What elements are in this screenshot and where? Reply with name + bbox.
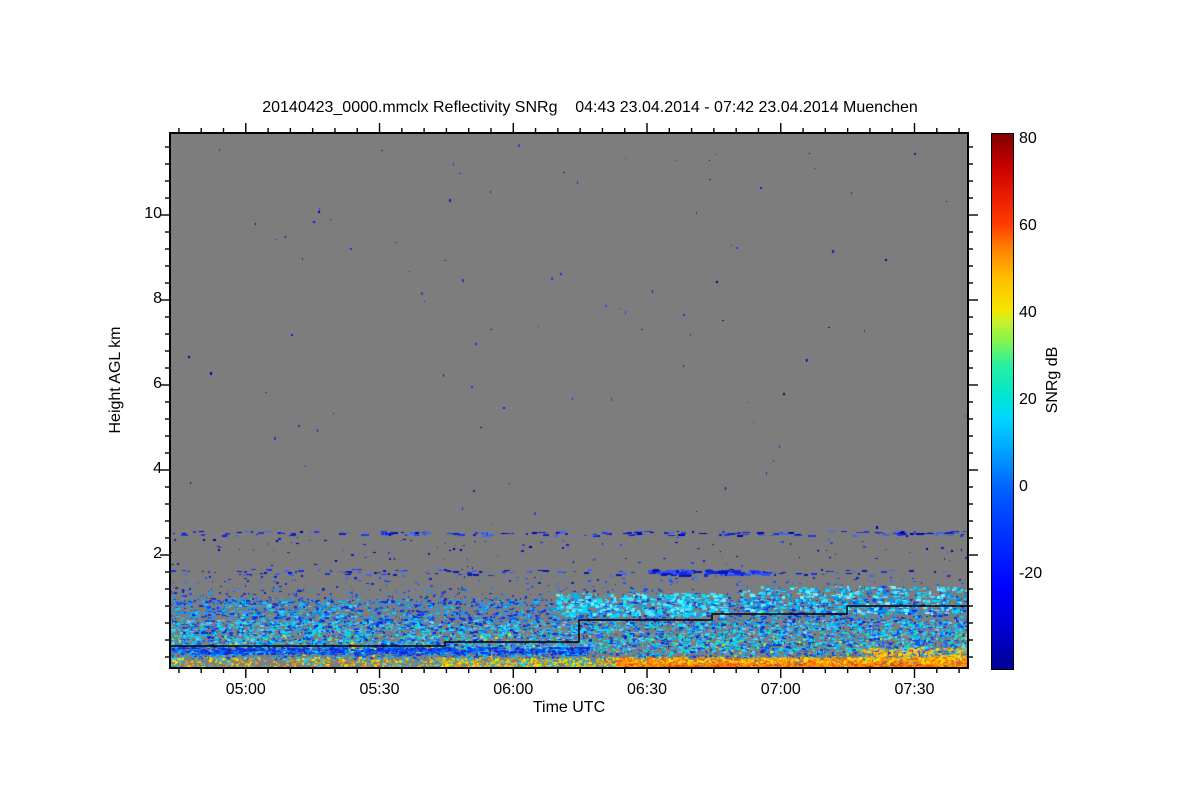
y-tick-label: 6	[153, 375, 162, 392]
y-tick-label: 8	[153, 290, 162, 307]
x-tick-label: 06:30	[626, 681, 668, 698]
y-tick-label: 2	[153, 545, 162, 562]
x-tick-label: 07:00	[760, 681, 801, 698]
y-tick-label: 10	[144, 205, 162, 222]
reflectivity-heatmap	[170, 133, 968, 668]
colorbar-tick-label: 0	[1019, 478, 1028, 495]
colorbar-gradient	[991, 133, 1014, 670]
x-axis-label: Time UTC	[532, 699, 606, 716]
chart-title: 20140423_0000.mmclx Reflectivity SNRg 04…	[262, 99, 918, 116]
colorbar-tick-label: -20	[1019, 565, 1043, 582]
colorbar-tick-label: 20	[1019, 391, 1037, 408]
x-tick-label: 06:00	[493, 681, 534, 698]
x-tick-label: 05:00	[225, 681, 266, 698]
colorbar-tick-label: 60	[1019, 217, 1037, 234]
y-tick-label: 4	[153, 460, 162, 477]
colorbar-tick-label: 80	[1019, 130, 1037, 147]
x-tick-label: 05:30	[359, 681, 400, 698]
colorbar-tick-label: 40	[1019, 304, 1037, 321]
x-tick-label: 07:30	[894, 681, 935, 698]
colorbar-label: SNRg dB	[1044, 346, 1061, 414]
